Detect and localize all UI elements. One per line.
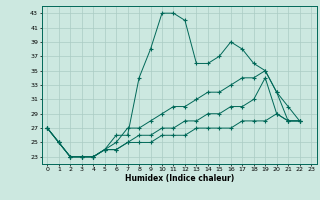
X-axis label: Humidex (Indice chaleur): Humidex (Indice chaleur): [124, 174, 234, 183]
